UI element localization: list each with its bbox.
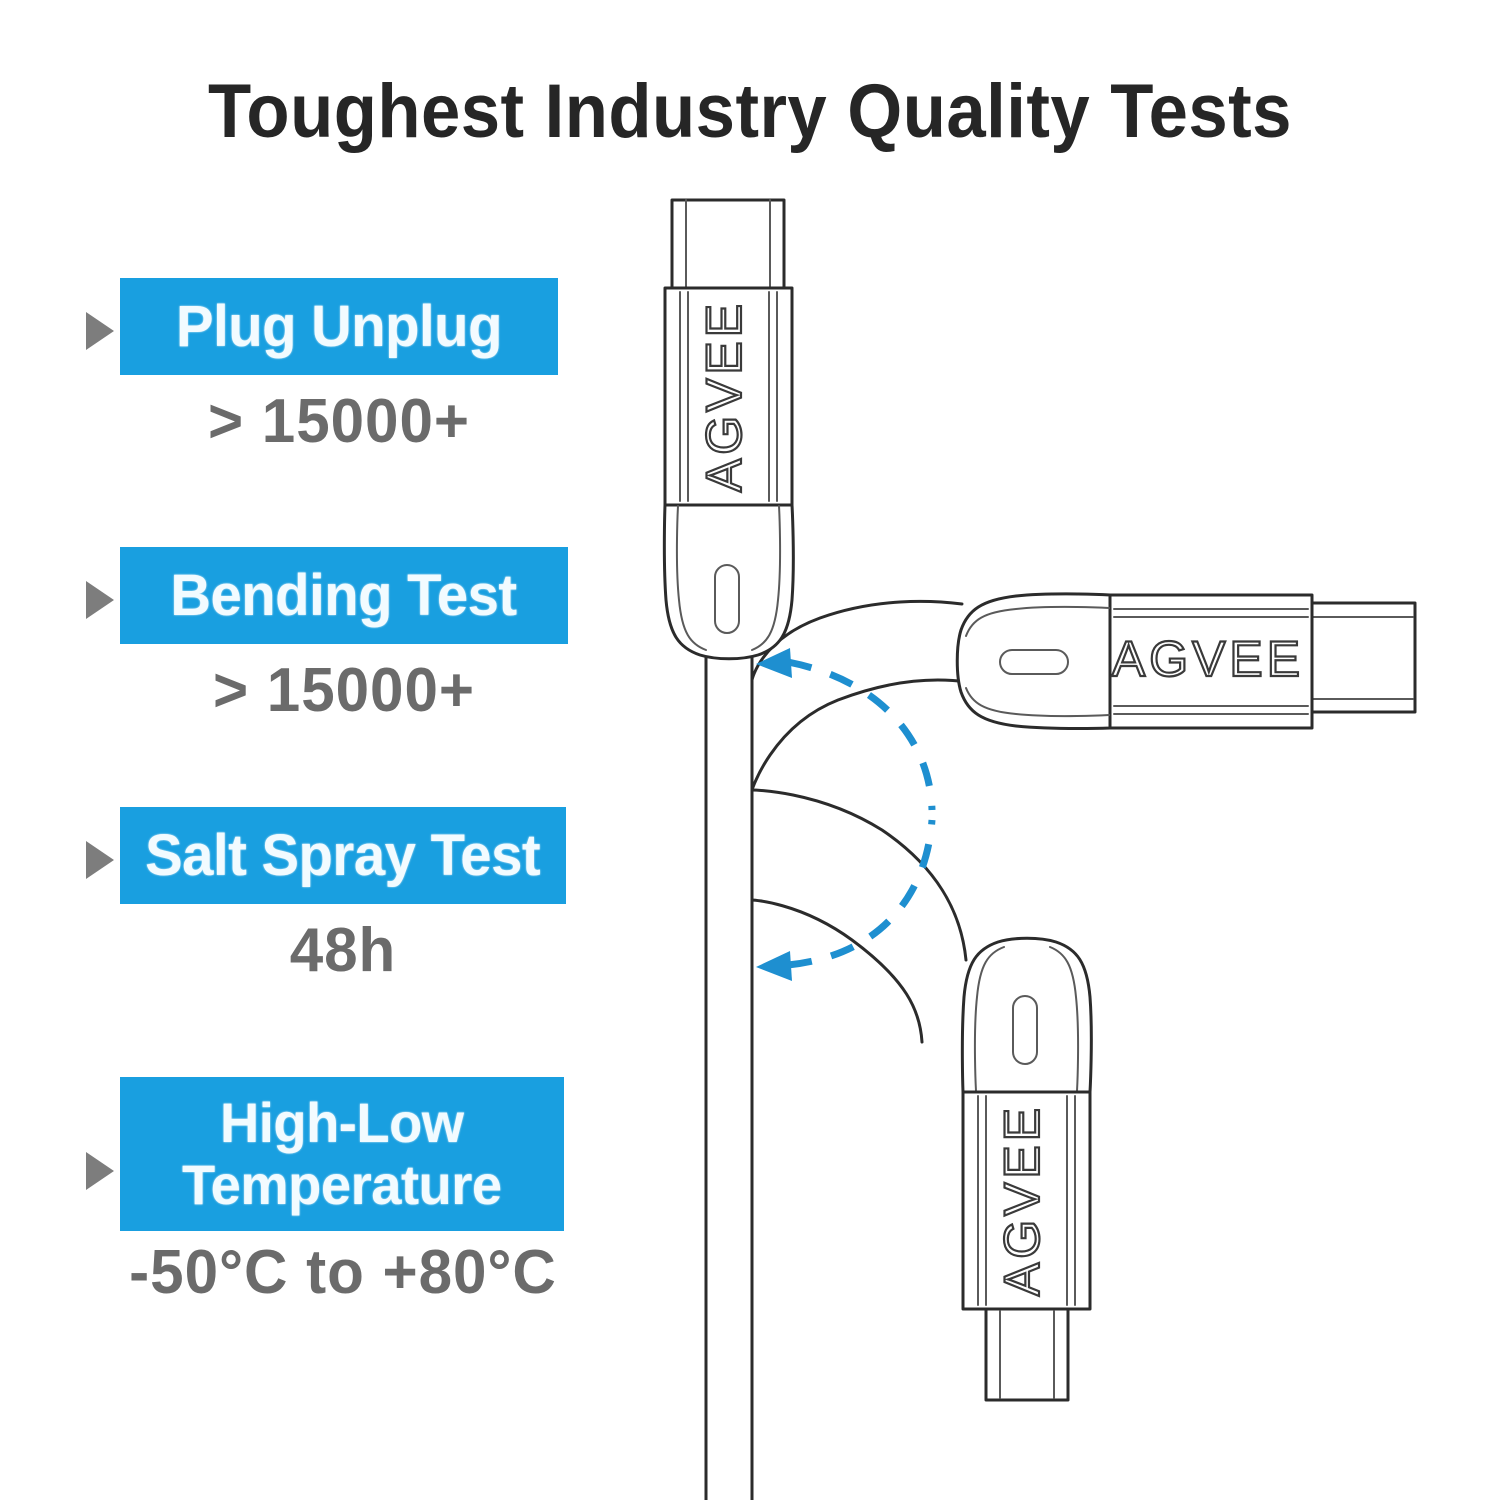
lower-bend-arrow [756, 819, 936, 981]
feature-value-high-low-temperature: -50°C to +80°C [129, 1238, 557, 1307]
top-connector-brand-text: AGVEE [696, 300, 752, 492]
bottom-usb-c-connector: AGVEE [960, 936, 1093, 1402]
triangle-right-icon [86, 312, 114, 350]
triangle-right-icon [86, 841, 114, 879]
feature-value-plug-unplug: > 15000+ [208, 387, 470, 456]
feature-badge-salt-spray-test: Salt Spray Test [120, 807, 566, 904]
feature-label-salt-spray-test: Salt Spray Test [145, 822, 541, 888]
feature-label-high-low-temperature: High-Low Temperature [182, 1091, 502, 1216]
triangle-right-icon [86, 581, 114, 619]
page-title: Toughest Industry Quality Tests [208, 69, 1292, 154]
right-usb-c-connector: AGVEE [955, 592, 1417, 730]
upper-bend-arrow [756, 648, 936, 811]
right-connector-brand-text: AGVEE [1112, 631, 1304, 687]
feature-label-plug-unplug: Plug Unplug [176, 293, 502, 359]
feature-value-bending-test: > 15000+ [213, 656, 475, 725]
vertical-cable [704, 653, 754, 1500]
feature-badge-bending-test: Bending Test [120, 547, 568, 644]
upper-curved-cable [750, 599, 970, 792]
lower-curved-cable [750, 788, 968, 1044]
triangle-right-icon [86, 1152, 114, 1190]
feature-badge-plug-unplug: Plug Unplug [120, 278, 558, 375]
feature-badge-high-low-temperature: High-Low Temperature [120, 1077, 564, 1231]
feature-value-salt-spray-test: 48h [289, 916, 397, 985]
feature-label-bending-test: Bending Test [170, 562, 518, 628]
top-usb-c-connector: AGVEE [662, 198, 795, 661]
bottom-connector-brand-text: AGVEE [994, 1104, 1050, 1296]
feature-list: Plug Unplug > 15000+ Bending Test > 1500… [0, 0, 640, 1500]
